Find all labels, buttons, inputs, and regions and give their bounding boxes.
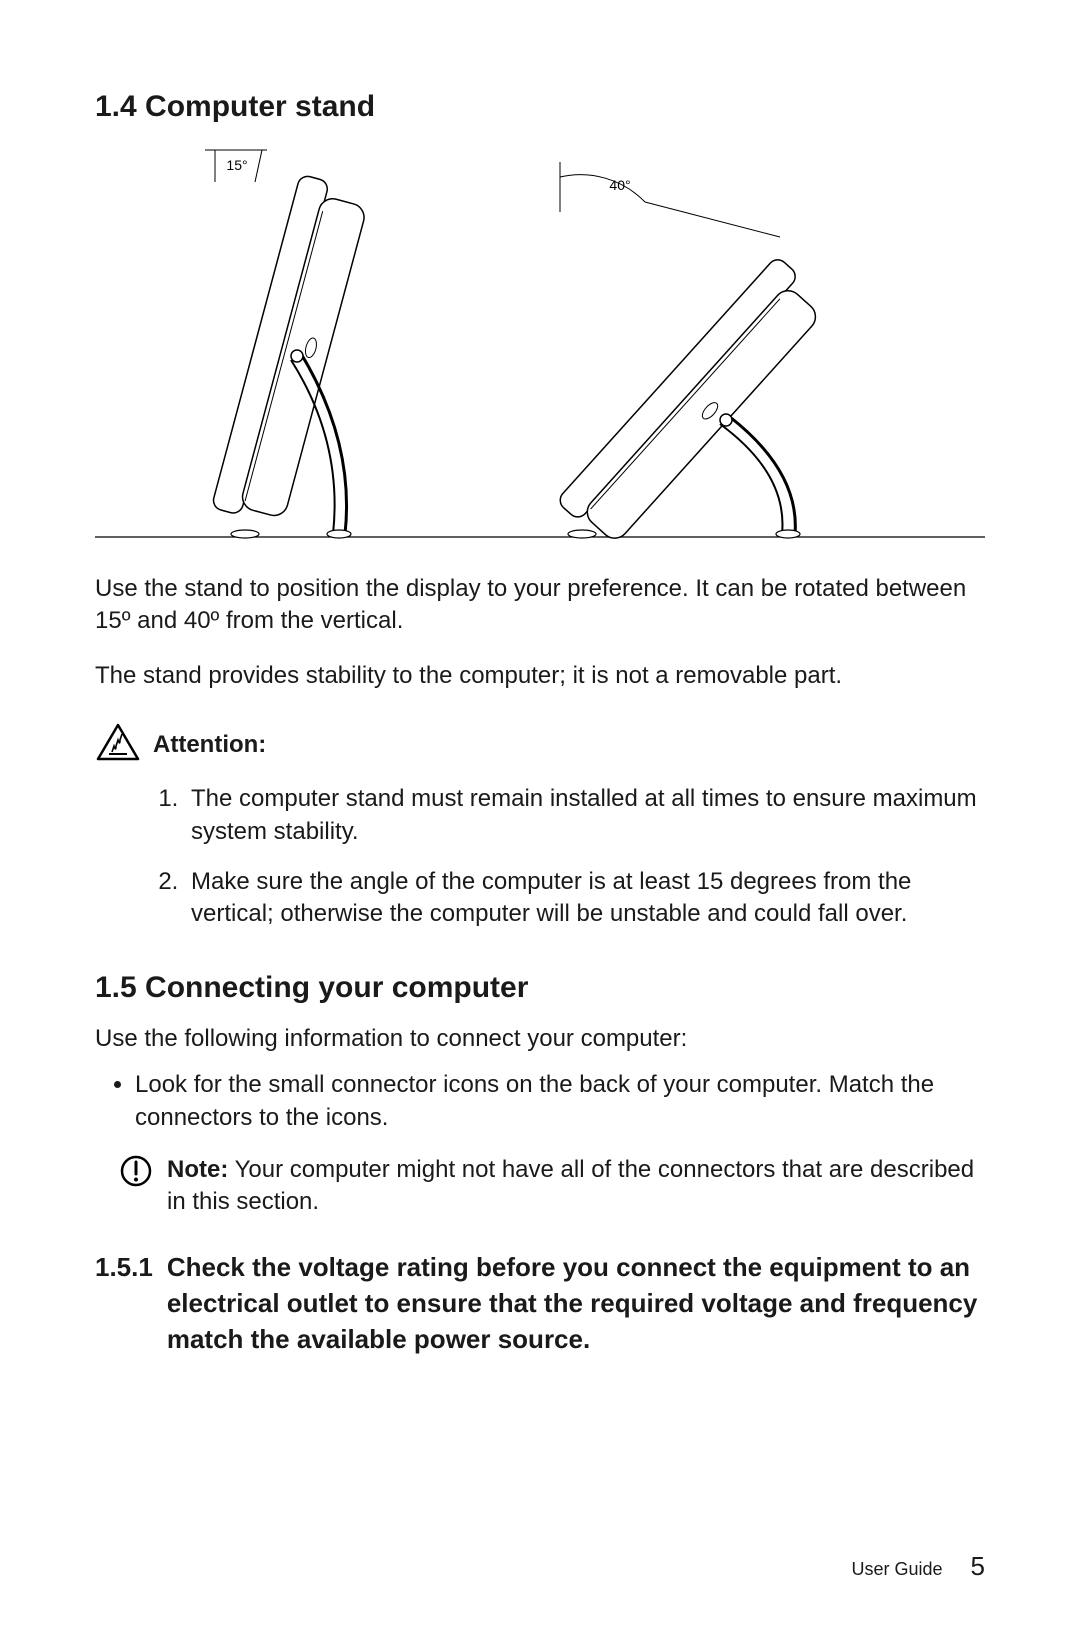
- attention-block: Attention: The computer stand must remai…: [95, 722, 985, 931]
- angle-15-label: 15°: [226, 157, 247, 173]
- connect-bullet-1: Look for the small connector icons on th…: [135, 1069, 985, 1134]
- heading-1-5-1-number: 1.5.1: [95, 1249, 153, 1358]
- attention-label: Attention:: [153, 731, 266, 759]
- attention-icon: [95, 722, 141, 767]
- heading-1-5: 1.5 Connecting your computer: [95, 971, 985, 1005]
- para-stand-stability: The stand provides stability to the comp…: [95, 660, 985, 692]
- attention-item-2: Make sure the angle of the computer is a…: [185, 866, 985, 931]
- attention-item-1: The computer stand must remain installed…: [185, 783, 985, 848]
- heading-1-5-1: 1.5.1 Check the voltage rating before yo…: [95, 1249, 985, 1358]
- heading-1-5-1-text: Check the voltage rating before you conn…: [167, 1249, 985, 1358]
- footer-book-title: User Guide: [851, 1559, 942, 1580]
- note-label: Note:: [167, 1156, 228, 1183]
- heading-1-4: 1.4 Computer stand: [95, 90, 985, 124]
- note-block: Note: Your computer might not have all o…: [95, 1154, 985, 1219]
- para-stand-rotate: Use the stand to position the display to…: [95, 573, 985, 638]
- document-page: 1.4 Computer stand 15°: [0, 0, 1080, 1642]
- para-connect-intro: Use the following information to connect…: [95, 1023, 985, 1055]
- note-body: Your computer might not have all of the …: [167, 1156, 974, 1215]
- figure-computer-stand: 15°: [95, 142, 985, 547]
- stand-diagram-svg: 15°: [95, 142, 985, 542]
- footer-page-number: 5: [971, 1551, 985, 1582]
- note-icon: [119, 1154, 153, 1197]
- attention-list: The computer stand must remain installed…: [95, 783, 985, 931]
- page-footer: User Guide 5: [851, 1551, 985, 1582]
- angle-40-label: 40°: [609, 177, 630, 193]
- connect-bullets: Look for the small connector icons on th…: [95, 1069, 985, 1134]
